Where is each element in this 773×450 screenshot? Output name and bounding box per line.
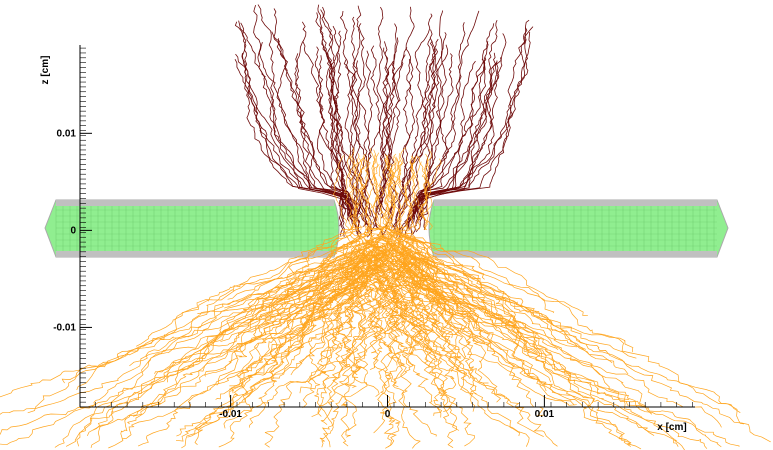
x-tick-label: 0 [385, 409, 391, 420]
drift-line [176, 247, 390, 436]
x-tick-label: 0.01 [535, 409, 555, 420]
drift-line [133, 234, 386, 416]
y-tick-label: -0.01 [53, 322, 76, 333]
chart: -0.01 0 0.01 -0.01 0 0.01 x [cm] z [cm] [0, 0, 773, 450]
drift-line [401, 264, 722, 447]
electrode-border [56, 251, 334, 257]
electrode-border [56, 200, 334, 206]
x-axis-label: x [cm] [657, 422, 686, 433]
page: -0.0100.01-0.0100.01 x [cm] z [cm] (() =… [0, 0, 773, 450]
drift-line [322, 40, 356, 212]
electrode [45, 200, 339, 257]
electrode-border [434, 200, 717, 206]
drift-line [408, 33, 506, 228]
y-axis-label: z [cm] [40, 56, 51, 85]
y-tick-label: 0.01 [57, 128, 77, 139]
y-tick-label: 0 [70, 225, 76, 236]
electrode [429, 200, 728, 257]
x-tick-label: -0.01 [219, 409, 242, 420]
drift-line [316, 13, 369, 217]
drift-line [0, 255, 359, 418]
